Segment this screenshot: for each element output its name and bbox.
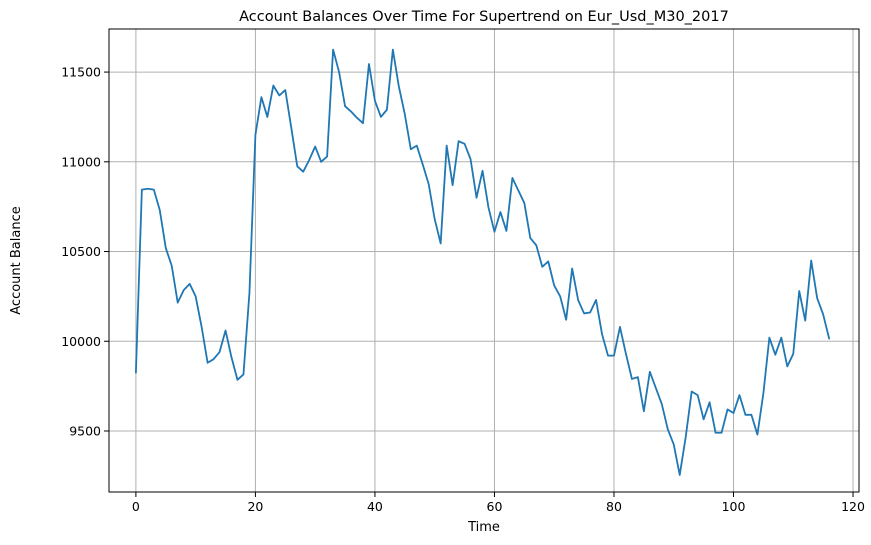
series-line: [134, 48, 831, 476]
x-axis-label: Time: [467, 520, 500, 535]
axis-ticks: 0 20 40 60 80 100 120 9500 10000 10500 11000 11500: [61, 65, 865, 514]
chart-title: Account Balances Over Time For Supertren…: [239, 9, 729, 25]
x-tick-label: 120: [841, 499, 865, 514]
plot-frame: [108, 28, 860, 493]
x-tick-label: 0: [132, 499, 140, 514]
x-tick-label: 40: [367, 499, 383, 514]
y-tick-label: 10500: [61, 244, 101, 259]
y-tick-label: 9500: [69, 423, 101, 438]
y-tick-label: 11500: [61, 65, 101, 80]
x-tick-label: 100: [722, 499, 746, 514]
x-tick-label: 20: [247, 499, 263, 514]
y-tick-label: 10000: [61, 334, 101, 349]
x-tick-label: 60: [487, 499, 503, 514]
series-layer: [134, 48, 831, 476]
y-tick-label: 11000: [61, 154, 101, 169]
y-axis-label: Account Balance: [9, 206, 24, 314]
x-tick-label: 80: [606, 499, 622, 514]
grid-lines: [109, 29, 859, 492]
